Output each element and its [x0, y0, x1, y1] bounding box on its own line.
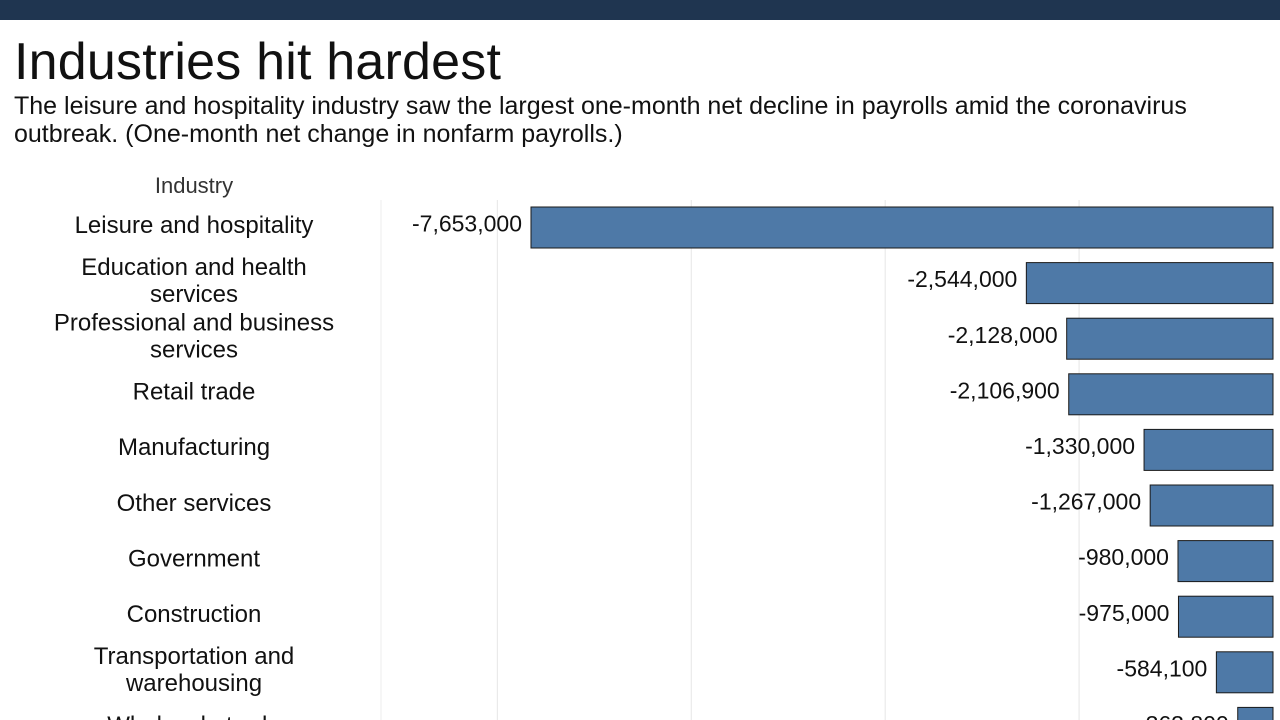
- value-label: -7,653,000: [412, 211, 522, 237]
- category-header: Industry: [155, 173, 233, 198]
- category-label: Government: [128, 545, 260, 572]
- category-label: Manufacturing: [118, 434, 270, 461]
- category-label: services: [150, 281, 238, 308]
- value-label: -363,800: [1138, 711, 1229, 720]
- chart-title: Industries hit hardest: [14, 33, 502, 91]
- value-label: -975,000: [1079, 600, 1170, 626]
- bar: [1177, 595, 1274, 638]
- bar: [1068, 373, 1274, 416]
- bar: [1143, 428, 1274, 471]
- value-label: -2,128,000: [948, 322, 1058, 348]
- bar: [1177, 540, 1274, 583]
- value-label: -584,100: [1117, 655, 1208, 681]
- category-label: Retail trade: [133, 379, 256, 406]
- value-label: -2,106,900: [950, 377, 1060, 403]
- chart-subtitle: The leisure and hospitality industry saw…: [14, 92, 1187, 148]
- bar: [1215, 651, 1274, 694]
- category-label: Wholesale trade: [107, 712, 280, 720]
- category-label: Leisure and hospitality: [75, 212, 314, 239]
- category-label: Transportation and: [94, 643, 295, 670]
- bars: [530, 206, 1274, 720]
- value-label: -2,544,000: [907, 266, 1017, 292]
- bar: [1025, 262, 1274, 305]
- top-bar: [0, 0, 1280, 20]
- value-label: -1,267,000: [1031, 489, 1141, 515]
- category-labels: Leisure and hospitality Education and hea…: [54, 212, 334, 720]
- bar: [1237, 706, 1274, 720]
- value-label: -1,330,000: [1025, 433, 1135, 459]
- category-label: Education and health: [81, 254, 307, 281]
- category-label: Professional and business: [54, 310, 334, 337]
- bar: [530, 206, 1274, 249]
- category-label: Other services: [117, 490, 272, 517]
- value-labels: -7,653,000 -2,544,000 -2,128,000 -2,106,900…: [412, 211, 1229, 720]
- value-label: -980,000: [1078, 544, 1169, 570]
- category-label: services: [150, 337, 238, 364]
- bar: [1066, 317, 1274, 360]
- bar: [1149, 484, 1274, 527]
- category-label: Construction: [127, 601, 262, 628]
- category-label: warehousing: [125, 670, 262, 697]
